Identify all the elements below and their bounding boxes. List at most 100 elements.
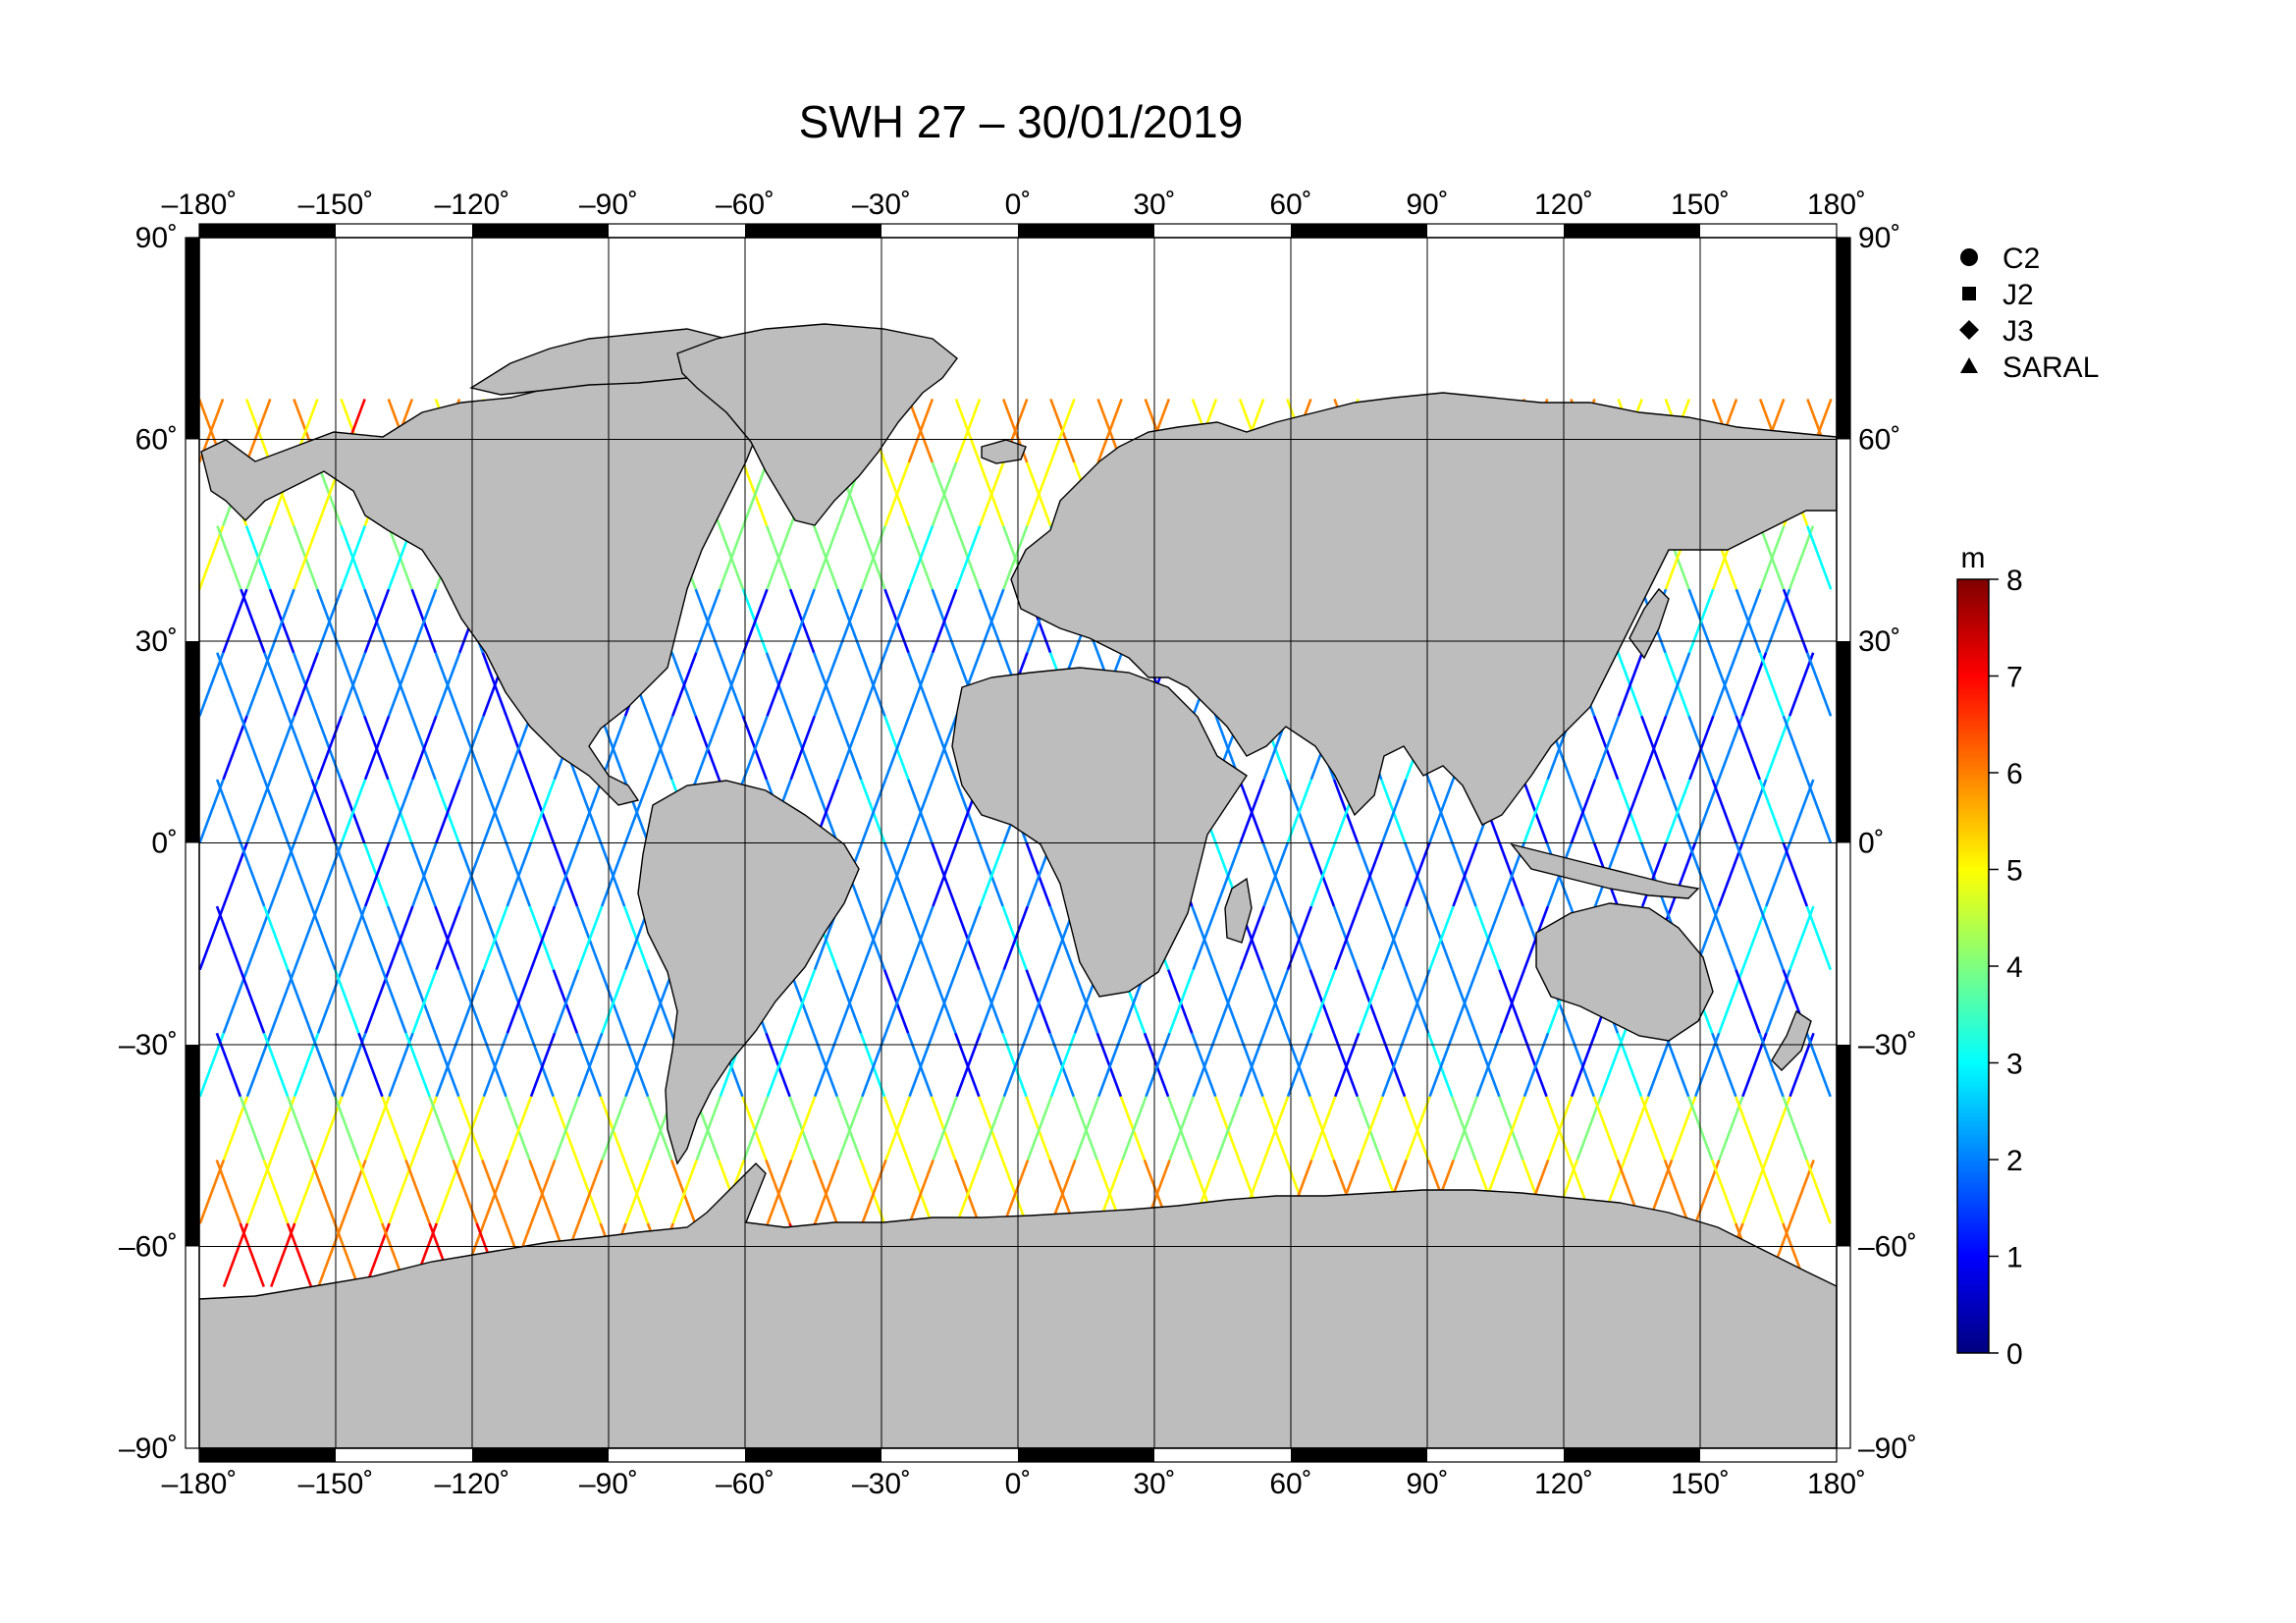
track-segment (245, 905, 273, 971)
colorbar: m 8 7 6 5 4 3 2 1 0 (1956, 542, 2023, 1371)
track-segment (1166, 1096, 1194, 1161)
track-segment (1074, 1096, 1100, 1161)
track-segment (1545, 1096, 1572, 1161)
track-segment (1072, 1096, 1098, 1161)
circle-marker-icon (1960, 248, 1978, 266)
track-segment (1026, 461, 1052, 527)
track-segment (908, 1159, 934, 1224)
track-segment (482, 905, 508, 971)
colorbar-tick-label: 4 (2006, 951, 2023, 984)
lat-tick-label-right: 0˚ (1858, 828, 1885, 860)
track-segment (954, 525, 982, 590)
track-segment (1782, 842, 1809, 907)
track-segment (766, 525, 792, 590)
track-segment (836, 588, 864, 654)
lat-tick-label-left: –60˚ (119, 1231, 178, 1264)
track-segment (262, 905, 290, 971)
lon-tick-label-top: 30˚ (1133, 189, 1175, 221)
lat-tick-label-left: –30˚ (119, 1029, 178, 1061)
frame-bar-top (1291, 224, 1427, 238)
track-segment (955, 1159, 983, 1224)
track-segment (482, 1032, 509, 1098)
track-segment (742, 588, 769, 654)
diamond-marker-icon (1959, 320, 1979, 340)
track-segment (1764, 588, 1791, 654)
track-segment (953, 1159, 981, 1224)
lon-tick-label-bottom: 90˚ (1406, 1468, 1448, 1500)
track-segment (340, 652, 367, 717)
track-segment (411, 969, 438, 1034)
track-segment (837, 1096, 864, 1161)
track-segment (741, 1096, 768, 1161)
track-segment (434, 1032, 460, 1098)
track-segment (1451, 1096, 1477, 1161)
track-segment (646, 1096, 673, 1161)
frame-bar-bottom (1564, 1448, 1700, 1462)
frame-bar-left (186, 641, 199, 843)
lon-tick-label-top: 0˚ (1005, 189, 1032, 221)
lat-tick-label-left: 0˚ (151, 828, 178, 860)
lat-tick-label-right: –90˚ (1858, 1433, 1917, 1465)
track-segment (435, 905, 461, 971)
colorbar-tick-label: 6 (2006, 758, 2023, 790)
lon-tick-label-bottom: –60˚ (716, 1468, 774, 1500)
track-segment (1735, 1096, 1761, 1161)
track-segment (1356, 1096, 1383, 1161)
lon-tick-label-bottom: –150˚ (298, 1468, 374, 1500)
track-segment (1474, 1032, 1501, 1098)
frame-bar-top (745, 224, 881, 238)
track-segment (240, 588, 266, 654)
track-segment (1168, 1096, 1195, 1161)
track-segment (1758, 779, 1786, 843)
track-segment (789, 715, 816, 781)
track-segment (239, 969, 266, 1034)
track-segment (340, 905, 367, 971)
track-segment (1049, 398, 1076, 463)
track-segment (1143, 1032, 1170, 1098)
track-segment (216, 652, 242, 717)
land-eurasia (1010, 392, 1837, 826)
track-segment (1641, 842, 1668, 907)
track-segment (575, 1159, 602, 1224)
track-segment (1764, 715, 1791, 781)
lon-tick-label-bottom: –90˚ (579, 1468, 638, 1500)
lon-tick-label-bottom: –120˚ (435, 1468, 510, 1500)
track-segment (1239, 1032, 1266, 1098)
track-segment (931, 588, 958, 654)
track-segment (1663, 1032, 1690, 1098)
track-segment (199, 652, 225, 717)
lon-tick-label-top: –180˚ (162, 189, 238, 221)
track-segment (1759, 525, 1786, 590)
track-segment (482, 1159, 509, 1224)
track-segment (1452, 1096, 1478, 1161)
track-segment (1381, 1032, 1408, 1098)
track-segment (1499, 969, 1526, 1034)
track-segment (199, 779, 225, 843)
track-segment (813, 525, 839, 590)
track-segment (1095, 1032, 1123, 1098)
track-segment (883, 588, 911, 654)
track-segment (1499, 1096, 1526, 1161)
track-segment (411, 715, 438, 781)
track-segment (1665, 779, 1691, 843)
track-segment (340, 779, 367, 843)
lon-tick-label-bottom: 180˚ (1807, 1468, 1866, 1500)
track-segment (553, 842, 580, 907)
track-segment (575, 1032, 603, 1098)
track-segment (506, 969, 533, 1034)
track-segment (576, 779, 604, 843)
track-segment (979, 842, 1005, 907)
track-segment (859, 1159, 886, 1224)
track-segment (884, 969, 911, 1034)
track-segment (1758, 1159, 1785, 1224)
lat-tick-label-right: –30˚ (1858, 1029, 1917, 1061)
triangle-marker-icon (1960, 357, 1978, 373)
colorbar-tick-label: 3 (2006, 1049, 2023, 1081)
track-segment (932, 969, 958, 1034)
track-segment (357, 1032, 384, 1098)
track-segment (1262, 969, 1290, 1034)
track-segment (286, 1222, 313, 1288)
track-segment (1428, 779, 1455, 843)
track-segment (954, 1032, 981, 1098)
track-segment (930, 1096, 957, 1161)
